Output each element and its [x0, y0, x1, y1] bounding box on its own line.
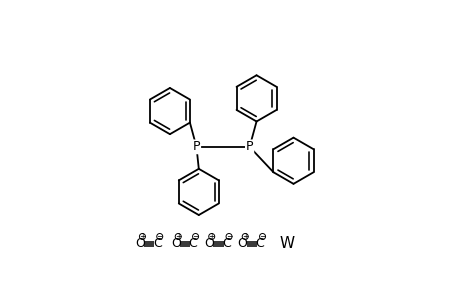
Text: C: C [188, 237, 197, 250]
Text: −: − [192, 232, 198, 241]
Text: P: P [245, 140, 253, 153]
Text: −: − [156, 232, 162, 241]
Text: O: O [170, 237, 180, 250]
Text: C: C [222, 237, 230, 250]
Text: O: O [134, 237, 145, 250]
Text: O: O [237, 237, 247, 250]
Text: O: O [204, 237, 213, 250]
Text: C: C [152, 237, 161, 250]
Text: −: − [259, 232, 265, 241]
Text: +: + [139, 232, 146, 241]
Text: +: + [175, 232, 181, 241]
Text: W: W [279, 236, 293, 251]
Text: −: − [225, 232, 232, 241]
Text: +: + [241, 232, 248, 241]
Text: +: + [208, 232, 214, 241]
Text: C: C [255, 237, 264, 250]
Text: P: P [192, 140, 200, 153]
